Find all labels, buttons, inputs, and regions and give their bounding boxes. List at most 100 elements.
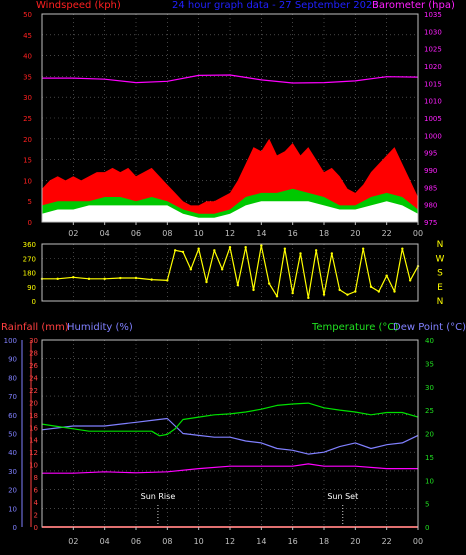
climate-x-tick-label: 12 [225,537,235,546]
wind-direction-point [307,296,310,300]
wind-direction-point [119,276,122,280]
rain-y-tick-label: 0 [34,524,38,532]
wind-direction-point [252,288,255,292]
wind-y-tick-label: 10 [23,177,32,185]
wind-direction-point [299,252,302,255]
baro-y-tick-label: 1030 [424,28,442,36]
wind-direction-point [236,283,240,287]
wind-direction-point [377,290,381,293]
baro-y-tick-label: 990 [424,167,437,175]
wind-x-tick-label: 22 [382,229,392,238]
wind-direction-point [189,268,193,271]
wind-direction-point [393,290,396,293]
temp-y-tick-label: 30 [425,384,434,392]
wind-direction-point [330,252,334,255]
axes-layer: 0510152025303540455097598098599099510001… [4,11,445,546]
direction-compass-label: S [437,269,443,279]
wind-direction-point [361,247,365,250]
climate-x-tick-label: 06 [131,537,141,546]
wind-y-tick-label: 50 [23,11,32,19]
climate-x-tick-label: 10 [194,537,204,546]
wind-direction-point [87,277,91,281]
humidity-y-tick-label: 40 [8,449,17,457]
wind-direction-point [173,249,177,252]
wind-y-tick-label: 25 [23,115,32,123]
humidity-y-tick-label: 0 [13,524,17,532]
climate-x-tick-label: 14 [256,537,266,546]
series-humidity [41,417,419,455]
baro-y-tick-label: 975 [424,219,437,227]
rain-y-tick-label: 14 [29,437,38,445]
wind-direction-point [220,268,224,271]
wind-direction-point [283,247,287,250]
wind-y-tick-label: 5 [28,198,32,206]
wind-direction-point [134,276,138,280]
wind-x-tick-label: 10 [194,229,204,238]
direction-y-tick-label: 270 [23,255,36,263]
wind-y-tick-label: 0 [28,219,32,227]
wind-direction-point [56,277,59,281]
rain-y-tick-label: 4 [34,499,39,507]
wind-direction-point [291,291,294,295]
rain-y-tick-label: 22 [29,387,38,395]
humidity-y-tick-label: 10 [8,505,17,513]
baro-y-tick-label: 1035 [424,11,442,19]
series-temperature [41,402,419,437]
wind-x-tick-label: 14 [256,229,266,238]
wind-direction-point [401,247,404,250]
baro-y-tick-label: 1025 [424,46,442,54]
wind-x-tick-label: 18 [319,229,329,238]
rain-y-tick-label: 18 [29,412,38,420]
climate-x-tick-label: 16 [288,537,298,546]
humidity-y-tick-label: 20 [8,487,17,495]
humidity-y-tick-label: 60 [8,412,17,420]
grid-layer [42,14,418,527]
series-layer [40,74,420,528]
wind-direction-point [228,245,232,249]
rainfall-axis-title: Rainfall (mm) [1,322,69,333]
sun-marker-label: Sun Rise [141,492,176,501]
rain-y-tick-label: 2 [34,512,38,520]
baro-y-tick-label: 1005 [424,115,442,123]
wind-direction-point [322,293,326,296]
wind-direction-point [205,280,208,284]
wind-direction-point [385,274,388,277]
climate-x-tick-label: 00 [413,537,423,546]
wind-direction-point [150,278,153,281]
wind-direction-point [275,295,279,298]
direction-compass-label: W [436,254,445,264]
wind-direction-point [346,293,349,296]
rain-y-tick-label: 8 [34,474,38,482]
rain-y-tick-label: 16 [29,424,38,432]
wind-x-tick-label: 12 [225,229,235,238]
temp-y-tick-label: 0 [425,524,429,532]
baro-y-tick-label: 1020 [424,63,442,71]
direction-y-tick-label: 360 [23,241,36,249]
rain-y-tick-label: 26 [29,362,38,370]
wind-direction-point [354,290,357,293]
wind-x-tick-label: 16 [288,229,298,238]
wind-direction-point [103,277,106,281]
temperature-axis-title: Temperature (°C) [311,322,398,333]
wind-x-tick-label: 04 [100,229,110,238]
wind-direction-point [338,288,341,292]
rain-y-tick-label: 28 [29,349,38,357]
climate-x-tick-label: 08 [162,537,172,546]
baro-y-tick-label: 985 [424,184,437,192]
baro-y-tick-label: 1000 [424,132,442,140]
temp-y-tick-label: 35 [425,360,434,368]
wind-direction-point [197,247,200,250]
direction-compass-label: E [437,283,443,293]
temp-y-tick-label: 15 [425,454,434,462]
rain-y-tick-label: 6 [34,487,39,495]
humidity-axis-title: Humidity (%) [67,322,133,333]
direction-frame [41,243,419,302]
temp-y-tick-label: 25 [425,407,434,415]
direction-y-tick-label: 180 [23,270,36,278]
rain-y-tick-label: 20 [29,399,38,407]
temp-y-tick-label: 10 [425,477,434,485]
series-barometer [42,74,419,84]
wind-direction-point [369,285,373,288]
wind-y-tick-label: 35 [23,73,32,81]
wind-y-tick-label: 15 [23,157,32,165]
